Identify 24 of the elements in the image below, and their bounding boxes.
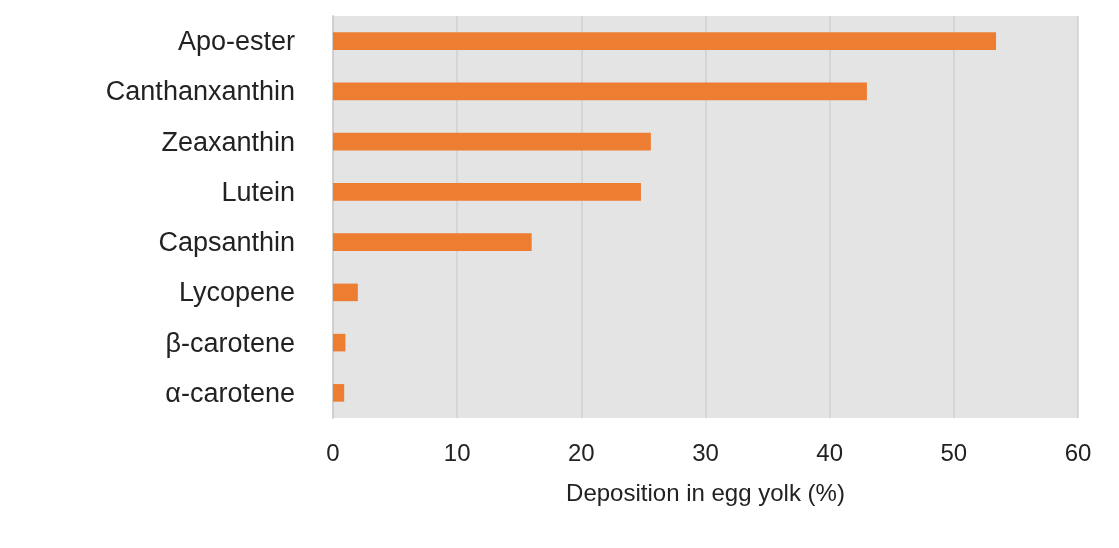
x-tick-label: 20 — [567, 438, 595, 466]
bar — [333, 183, 641, 201]
bar — [333, 384, 345, 402]
x-tick-label: 40 — [816, 438, 844, 466]
y-tick-label: Zeaxanthin — [161, 126, 295, 157]
y-tick-label: Lycopene — [178, 277, 295, 308]
y-tick-label: α-carotene — [165, 377, 295, 408]
y-tick-label: Apo-ester — [177, 26, 295, 57]
bar — [333, 333, 346, 352]
y-tick-label: Capsanthin — [158, 227, 295, 258]
bar — [333, 233, 532, 251]
x-tick-label: 60 — [1064, 438, 1092, 466]
bar — [333, 283, 358, 302]
x-tick-label: 10 — [443, 438, 471, 466]
bar — [333, 32, 997, 50]
bar — [333, 82, 867, 101]
x-tick-label: 0 — [326, 438, 340, 466]
x-axis-title: Deposition in egg yolk (%) — [566, 478, 845, 506]
y-tick-label: Lutein — [221, 176, 295, 207]
y-tick-label: Canthanxanthin — [105, 76, 295, 107]
y-tick-label: β-carotene — [165, 327, 295, 358]
x-tick-label: 30 — [692, 438, 719, 466]
bar — [333, 132, 651, 151]
x-tick-label: 50 — [940, 438, 968, 466]
